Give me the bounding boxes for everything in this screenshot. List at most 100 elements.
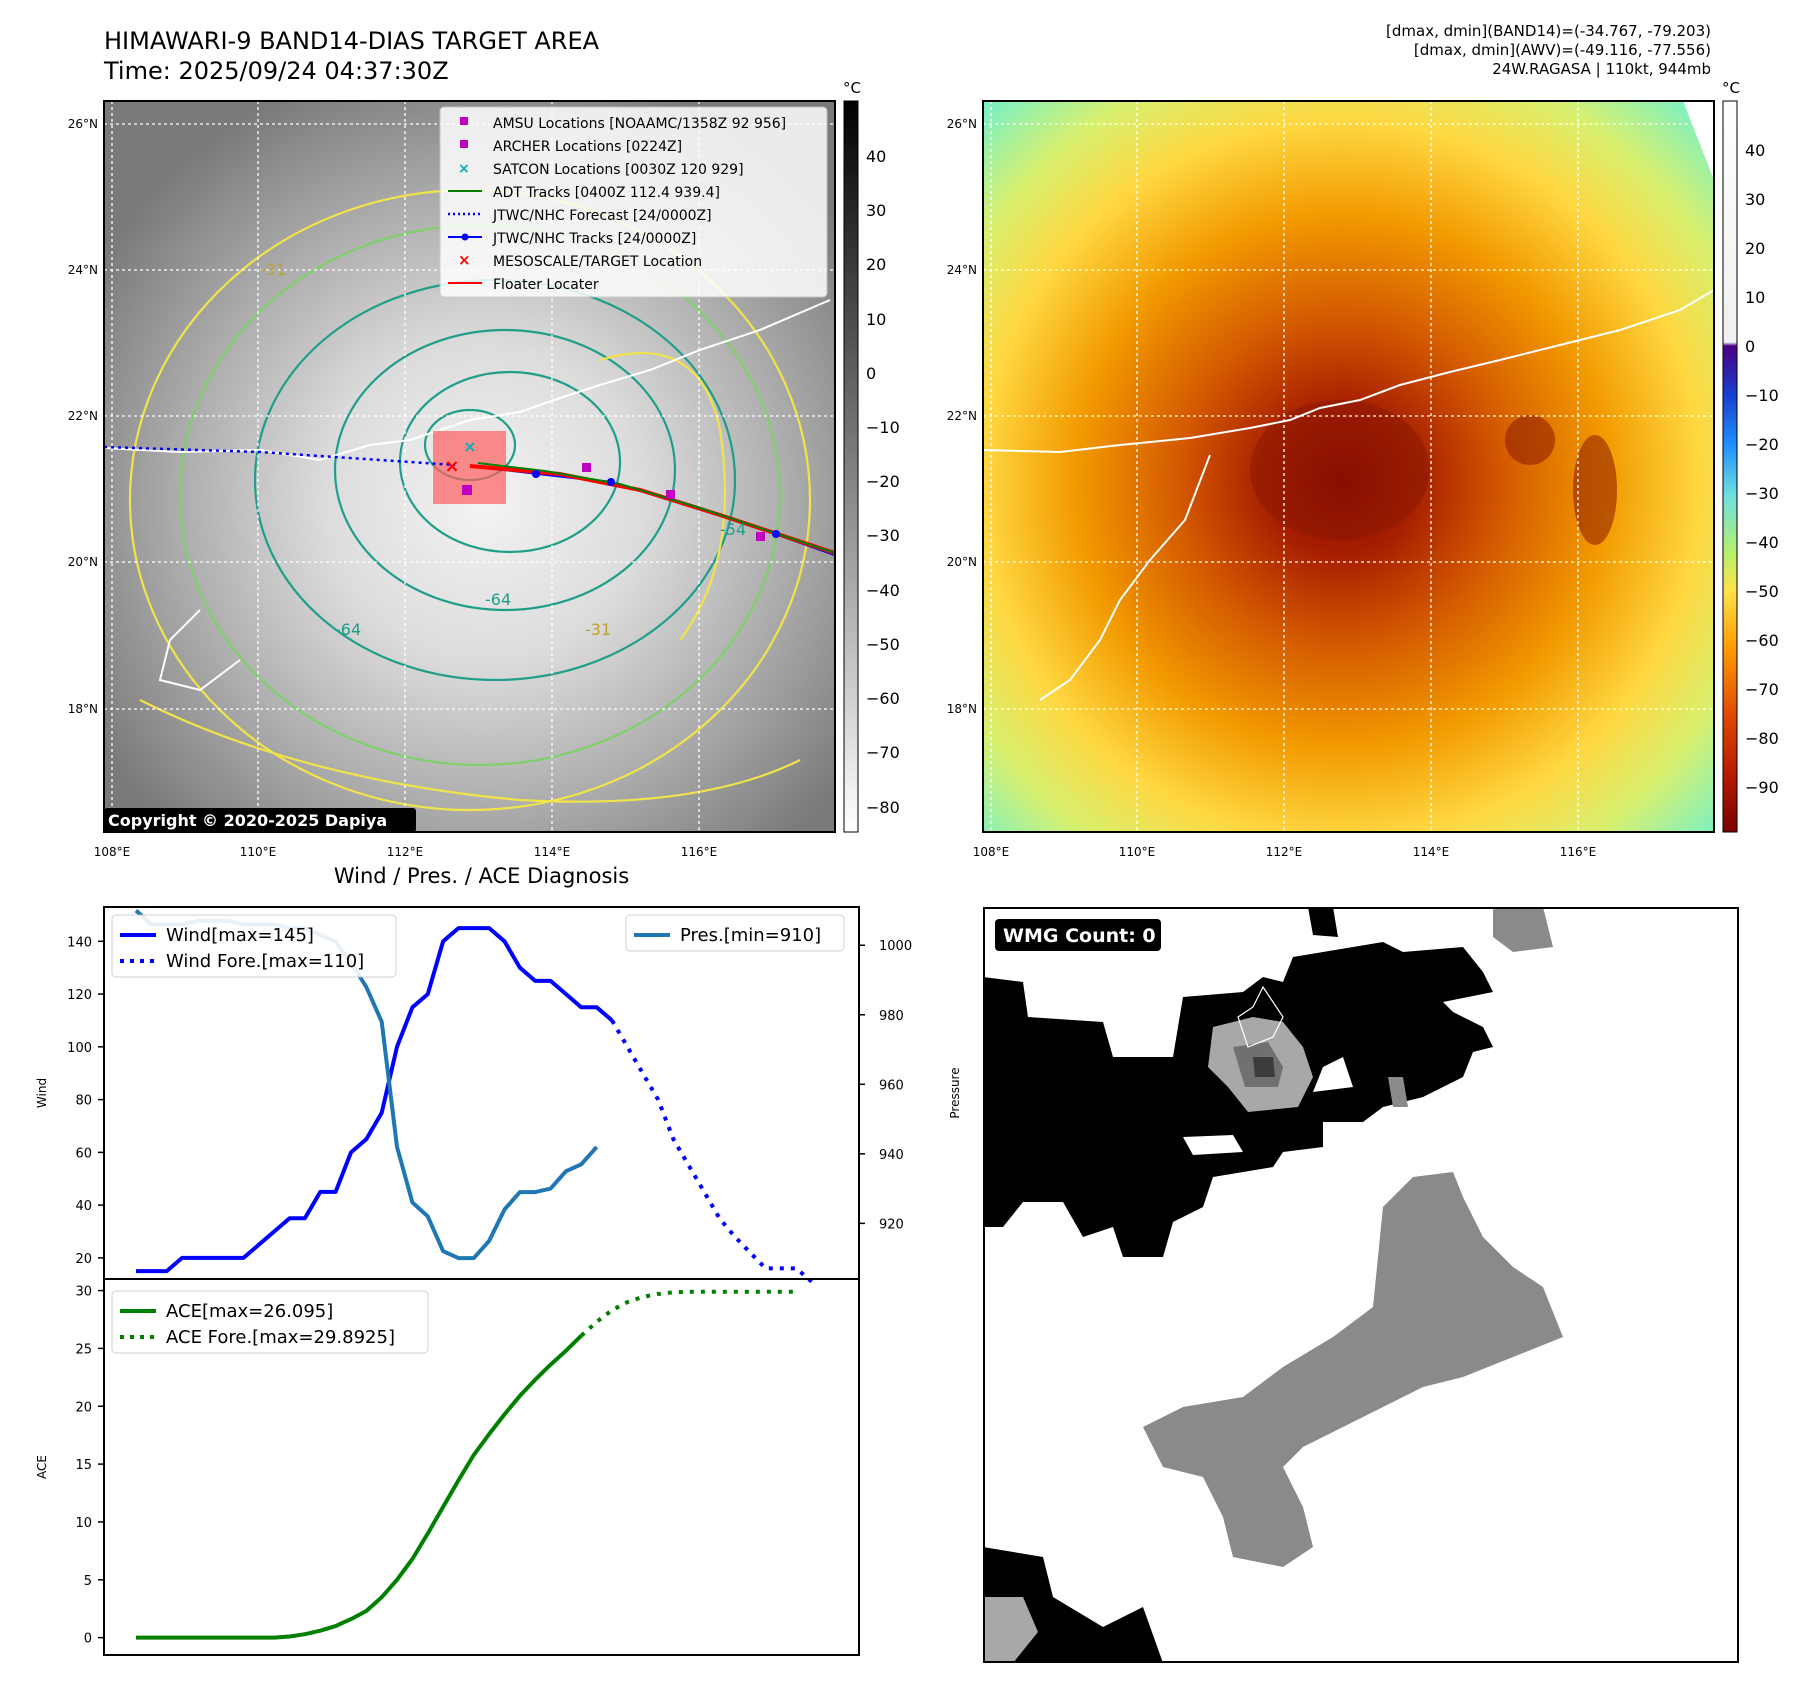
svg-text:−30: −30 [1745,484,1779,503]
info-line-2: [dmax, dmin](AWV)=(-49.116, -77.556) [1413,41,1711,59]
svg-text:18°N: 18°N [947,702,977,716]
svg-text:10: 10 [866,310,886,329]
info-line-3: 24W.RAGASA | 110kt, 944mb [1492,60,1711,78]
svg-text:24°N: 24°N [947,263,977,277]
legend-target: MESOSCALE/TARGET Location [493,254,702,270]
colorbar-unit: °C [1722,79,1740,97]
svg-text:−30: −30 [866,526,900,545]
svg-text:20: 20 [866,255,886,274]
svg-text:×: × [444,456,459,477]
y2-axis-label: Pressure [948,1067,960,1118]
info-line-1: [dmax, dmin](BAND14)=(-34.767, -79.203) [1386,22,1711,40]
svg-text:110°E: 110°E [1119,845,1156,859]
svg-text:116°E: 116°E [681,845,718,859]
y-tick-label: 15 [75,1458,92,1473]
map-gridlines [983,101,1714,832]
y-tick-label: 20 [75,1252,92,1267]
svg-text:114°E: 114°E [1413,845,1450,859]
figure-title: HIMAWARI-9 BAND14-DIAS TARGET AREA Time:… [104,26,599,86]
color-map-panel [982,100,1715,833]
svg-text:−20: −20 [866,472,900,491]
wind-legend: Wind[max=145] Wind Fore.[max=110] [111,914,397,978]
y-tick-label: 30 [75,1285,92,1300]
svg-text:0: 0 [1745,337,1755,356]
y2-tick-label: 920 [879,1217,904,1232]
legend-forecast: JTWC/NHC Forecast [24/0000Z] [492,208,712,224]
legend-amsu: AMSU Locations [NOAAMC/1358Z 92 956] [493,116,786,132]
svg-text:114°E: 114°E [534,845,571,859]
adt-track [477,462,836,554]
svg-text:26°N: 26°N [68,117,98,131]
contour-label: -64 [335,620,361,639]
colorbar-ticks: 40 30 20 10 0 −10 −20 −30 −40 −50 −60 −7… [1745,141,1779,797]
svg-text:−60: −60 [1745,631,1779,650]
series-line-0 [136,1334,583,1640]
legend-floater: Floater Locater [493,277,599,293]
svg-text:18°N: 18°N [68,702,98,716]
legend-label: ACE Fore.[max=29.8925] [166,1327,395,1348]
svg-text:22°N: 22°N [947,409,977,423]
y-tick-label: 140 [67,935,92,950]
contour-label: -31 [585,620,611,639]
svg-text:10: 10 [1745,288,1765,307]
svg-text:−60: −60 [866,689,900,708]
y-axis-label: ACE [35,1455,49,1479]
y-tick-label: 0 [84,1632,92,1647]
svg-text:−10: −10 [1745,386,1779,405]
svg-text:20°N: 20°N [947,555,977,569]
diagnosis-charts: 20406080100120140Wind9209409609801000Pre… [35,906,960,1656]
legend-label: Wind[max=145] [166,925,314,946]
series-line-0 [136,926,614,1274]
wmg-darkest-region [1253,1057,1275,1077]
svg-text:−80: −80 [866,798,900,817]
plot-frame [103,1278,860,1656]
legend-label: Wind Fore.[max=110] [166,951,364,972]
y-tick-label: 80 [75,1094,92,1109]
y-tick-label: 10 [75,1516,92,1531]
legend-box [625,914,845,952]
svg-text:−70: −70 [1745,680,1779,699]
contour-label: -54 [720,520,746,539]
colorbar-unit: °C [843,79,861,97]
y2-tick-label: 980 [879,1009,904,1024]
y-tick-label: 20 [75,1400,92,1415]
ace-legend: ACE[max=26.095] ACE Fore.[max=29.8925] [111,1290,429,1354]
wmg-panel: WMG Count: 0 [983,907,1739,1663]
contour-label: -31 [260,260,286,279]
jtwc-forecast-track [103,445,456,467]
svg-text:−10: −10 [866,418,900,437]
y-tick-label: 60 [75,1146,92,1161]
legend-box [111,1290,429,1354]
map-legend: AMSU Locations [NOAAMC/1358Z 92 956] ARC… [439,106,828,298]
wmg-count-label: WMG Count: 0 [1003,925,1156,947]
wmg-gray-region [1143,907,1563,1567]
legend-adt: ADT Tracks [0400Z 112.4 939.4] [493,185,720,201]
svg-text:22°N: 22°N [68,409,98,423]
svg-text:×: × [458,161,470,177]
y2-tick-label: 1000 [879,939,912,954]
svg-text:×: × [458,251,471,269]
svg-text:20°N: 20°N [68,555,98,569]
y-tick-label: 40 [75,1199,92,1214]
svg-text:116°E: 116°E [1560,845,1597,859]
svg-text:30: 30 [1745,190,1765,209]
svg-text:108°E: 108°E [973,845,1010,859]
svg-text:0: 0 [866,364,876,383]
maps-layer: × × -54 -64 -64 -31 -31 Copyright © 2020… [68,79,1779,859]
svg-text:30: 30 [866,201,886,220]
legend-label: ACE[max=26.095] [166,1301,333,1322]
copyright-label: Copyright © 2020-2025 Dapiya [108,811,387,830]
svg-text:40: 40 [866,147,886,166]
y2-tick-label: 960 [879,1078,904,1093]
colorbar-ticks: 40 30 20 10 0 −10 −20 −30 −40 −50 −60 −7… [866,147,900,817]
svg-text:−80: −80 [1745,729,1779,748]
color-colorbar: °C 40 30 20 10 0 −10 −20 −30 −40 −50 −60… [1722,79,1779,833]
series-line-1 [579,1289,797,1338]
svg-text:−50: −50 [866,635,900,654]
svg-text:20: 20 [1745,239,1765,258]
y2-tick-label: 940 [879,1148,904,1163]
wind-pressure-plot: 20 40 60 80 100 120 140 Wind 920 940 960 980 1000 Pre… [35,906,960,1284]
svg-text:26°N: 26°N [947,117,977,131]
diagnosis-title: Wind / Pres. / ACE Diagnosis [333,864,630,888]
svg-text:40: 40 [1745,141,1765,160]
